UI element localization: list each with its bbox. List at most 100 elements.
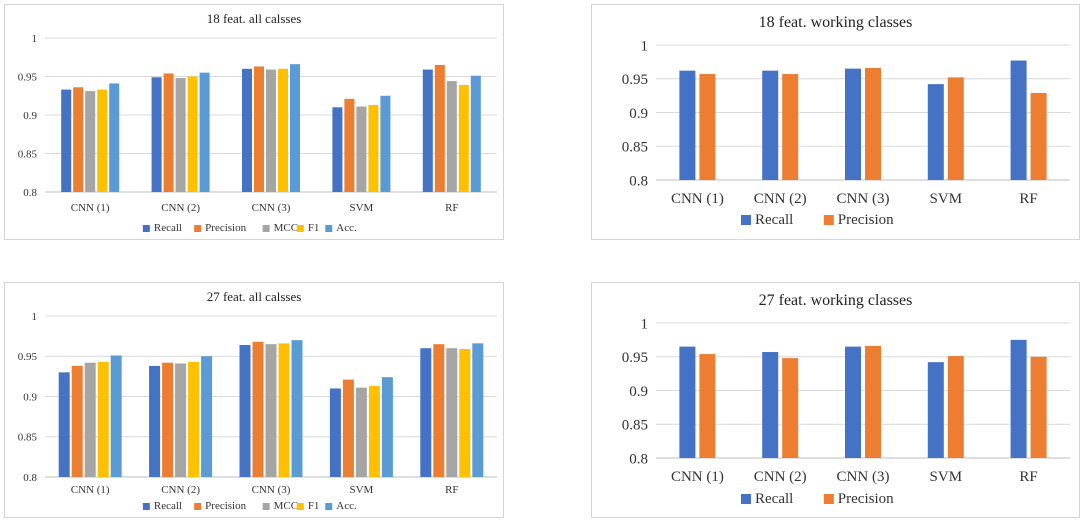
bar-recall-3 [927, 362, 944, 458]
category-label: CNN (1) [71, 202, 110, 214]
bar-acc-3 [381, 377, 393, 477]
legend-swatch-recall [142, 225, 150, 232]
bar-recall-3 [332, 107, 343, 192]
bar-acc-1 [199, 72, 210, 192]
bar-acc-2 [291, 340, 303, 477]
category-label: CNN (1) [671, 191, 724, 207]
legend-label: F1 [308, 500, 320, 512]
legend-swatch-precision [823, 215, 834, 225]
bar-acc-3 [380, 95, 391, 192]
bar-mcc-0 [85, 91, 96, 192]
bar-mcc-4 [446, 348, 458, 477]
legend-swatch-acc [325, 225, 333, 232]
category-label: CNN (2) [754, 191, 807, 207]
legend-swatch-recall [142, 503, 150, 510]
category-label: CNN (1) [71, 484, 110, 496]
legend-label: Recall [154, 222, 182, 234]
bar-recall-0 [58, 372, 70, 477]
category-label: CNN (3) [252, 202, 291, 214]
y-tick-label: 0.8 [23, 472, 37, 484]
bar-recall-1 [762, 352, 779, 458]
chart-svg: 18 feat. working classes 0.8 0.85 0.9 0.95 1 C… [622, 14, 1070, 228]
legend-swatch-acc [325, 503, 333, 510]
bar-recall-3 [329, 388, 341, 477]
y-tick-label: 1 [641, 316, 649, 332]
y-tick-label: 1 [32, 33, 38, 45]
bar-recall-0 [679, 346, 696, 458]
chart-title: 27 feat. all calsses [207, 289, 302, 304]
y-tick-label: 0.8 [629, 451, 648, 467]
chart-svg: 27 feat. all calsses 0.8 0.85 0.9 0.95 1 CNN (… [18, 289, 497, 512]
category-label: RF [445, 202, 458, 214]
y-tick-label: 0.85 [18, 432, 38, 444]
legend-label: MCC [274, 222, 298, 234]
bar-precision-3 [947, 356, 964, 458]
category-label: SVM [930, 469, 963, 485]
bar-f1-2 [278, 68, 288, 192]
bar-precision-0 [699, 74, 716, 180]
legend-swatch-recall [741, 494, 751, 504]
y-tick-label: 0.95 [18, 351, 38, 363]
bar-mcc-1 [175, 363, 187, 477]
category-label: CNN (2) [161, 484, 200, 496]
category-label: SVM [349, 202, 373, 214]
bar-mcc-3 [355, 387, 367, 477]
category-label: CNN (3) [252, 484, 291, 496]
bar-precision-1 [162, 362, 174, 477]
y-tick-label: 0.9 [629, 106, 648, 122]
y-tick-label: 0.8 [23, 187, 37, 199]
bar-f1-1 [188, 361, 200, 477]
legend-label: Recall [755, 212, 793, 228]
legend-swatch-mcc [262, 225, 270, 232]
chart-panel-18-working: 18 feat. working classes 0.8 0.85 0.9 0.95 1 C… [591, 4, 1080, 240]
category-label: CNN (2) [161, 202, 200, 214]
bar-recall-2 [239, 344, 251, 477]
legend-label: Precision [205, 500, 246, 512]
category-label: SVM [930, 191, 963, 207]
y-tick-label: 0.9 [23, 391, 37, 403]
y-tick-label: 0.9 [629, 384, 648, 400]
bar-recall-2 [242, 68, 252, 192]
bar-acc-0 [109, 83, 120, 192]
bar-precision-1 [782, 74, 799, 180]
bar-acc-4 [472, 343, 484, 477]
bar-recall-2 [845, 346, 861, 458]
legend-label: Acc. [336, 222, 357, 234]
legend-swatch-precision [194, 225, 202, 232]
bar-precision-4 [1030, 92, 1047, 180]
bar-precision-0 [73, 87, 84, 192]
y-tick-label: 0.95 [18, 71, 38, 83]
bar-recall-1 [149, 365, 161, 477]
bar-recall-0 [679, 70, 696, 180]
bar-recall-1 [762, 70, 779, 180]
legend-label: Precision [838, 491, 894, 507]
category-label: SVM [349, 484, 373, 496]
bar-recall-4 [1010, 339, 1027, 458]
category-label: RF [1019, 469, 1037, 485]
bar-acc-0 [110, 355, 122, 477]
bar-precision-1 [163, 73, 174, 192]
legend-swatch-recall [741, 215, 751, 225]
chart-title: 27 feat. working classes [759, 292, 913, 309]
bar-precision-3 [344, 98, 355, 192]
bar-precision-2 [865, 67, 881, 180]
category-label: CNN (3) [837, 469, 890, 485]
bar-mcc-2 [265, 344, 277, 477]
legend-swatch-precision [194, 503, 202, 510]
category-label: CNN (1) [671, 469, 724, 485]
bar-acc-4 [470, 75, 481, 192]
bar-f1-0 [97, 89, 108, 192]
bar-f1-2 [278, 343, 290, 477]
legend-swatch-precision [823, 494, 834, 504]
legend-swatch-f1 [296, 503, 304, 510]
chart-title: 18 feat. all calsses [207, 11, 302, 26]
legend-label: Recall [755, 491, 793, 507]
bar-precision-2 [865, 345, 881, 458]
category-label: CNN (2) [754, 469, 807, 485]
bar-f1-3 [368, 386, 380, 477]
bar-precision-1 [782, 358, 799, 458]
chart-svg: 18 feat. all calsses 0.8 0.85 0.9 0.95 1 CNN (… [18, 11, 497, 234]
bar-mcc-1 [175, 78, 186, 192]
legend-label: Precision [838, 212, 894, 228]
y-tick-label: 0.95 [622, 350, 648, 366]
